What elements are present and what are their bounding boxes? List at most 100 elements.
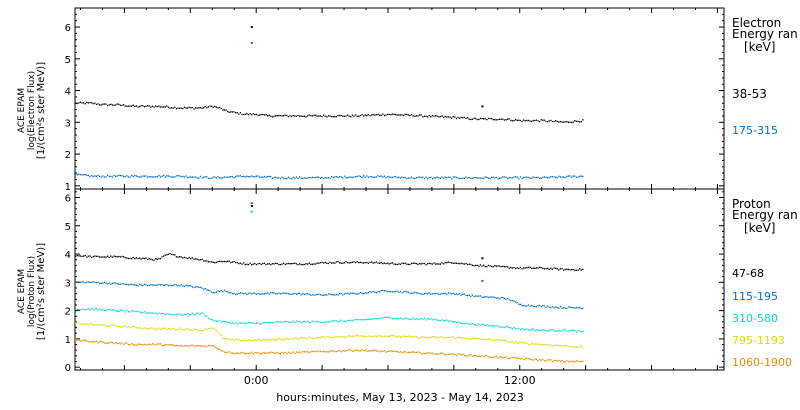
data-point: [319, 294, 322, 296]
data-point: [129, 344, 131, 346]
data-point: [382, 317, 384, 319]
data-point: [371, 350, 373, 352]
data-point: [467, 294, 469, 297]
data-point: [163, 313, 165, 315]
data-point: [151, 312, 154, 314]
data-point: [513, 266, 515, 269]
data-point: [142, 175, 144, 177]
data-point: [548, 177, 550, 179]
data-point: [401, 176, 403, 178]
data-point: [174, 345, 176, 347]
data-point: [567, 121, 570, 123]
data-point: [457, 321, 459, 323]
data-point: [227, 321, 229, 324]
data-point: [163, 344, 165, 347]
data-point: [439, 263, 442, 265]
data-point: [503, 356, 506, 358]
data-point: [487, 356, 490, 358]
data-point: [548, 344, 550, 346]
data-point: [246, 353, 248, 355]
data-point: [481, 105, 484, 108]
data-point: [497, 357, 499, 359]
data-point: [497, 326, 499, 328]
data-point: [403, 291, 405, 293]
data-point: [371, 261, 373, 263]
data-point: [295, 176, 298, 178]
data-point: [580, 121, 582, 123]
data-point: [140, 343, 142, 346]
data-point: [87, 174, 90, 177]
data-point: [311, 350, 314, 353]
data-point: [375, 350, 378, 352]
data-point: [430, 318, 432, 320]
data-point: [198, 177, 200, 179]
data-point: [235, 293, 237, 295]
data-point: [571, 330, 573, 332]
data-point: [303, 177, 306, 179]
data-point: [503, 339, 506, 341]
data-point: [351, 320, 354, 322]
data-point: [294, 177, 296, 179]
data-point: [225, 176, 227, 178]
data-point: [441, 115, 443, 117]
data-point: [483, 356, 485, 358]
data-point: [183, 313, 186, 315]
data-point: [398, 263, 400, 265]
data-point: [297, 351, 299, 354]
data-point: [259, 176, 261, 178]
data-point: [479, 177, 482, 179]
data-point: [324, 176, 326, 179]
data-point: [126, 283, 128, 286]
data-point: [153, 328, 155, 330]
data-point: [582, 360, 584, 362]
data-point: [321, 322, 323, 324]
data-point: [481, 355, 483, 357]
data-point: [257, 175, 259, 177]
data-point: [428, 337, 430, 339]
data-point: [487, 338, 490, 340]
data-point: [511, 340, 514, 343]
data-point: [569, 121, 571, 123]
data-point: [182, 345, 184, 347]
data-point: [268, 351, 270, 354]
data-point: [443, 320, 445, 322]
data-point: [377, 262, 379, 264]
data-point: [132, 344, 134, 346]
data-point: [532, 343, 534, 345]
data-point: [75, 255, 77, 257]
data-point: [355, 349, 357, 351]
data-point: [499, 356, 501, 358]
data-point: [374, 176, 376, 178]
data-point: [491, 117, 493, 120]
data-point: [327, 336, 330, 338]
data-point: [307, 320, 309, 322]
data-point: [147, 328, 149, 330]
data-point: [463, 354, 466, 357]
data-point: [139, 176, 141, 178]
data-point: [399, 317, 402, 319]
data-point: [196, 312, 198, 314]
data-point: [207, 261, 210, 263]
data-point: [139, 343, 141, 345]
data-point: [580, 345, 582, 347]
data-point: [531, 328, 533, 330]
data-point: [111, 176, 114, 178]
data-point: [217, 348, 219, 350]
data-point: [148, 343, 150, 345]
data-point: [351, 350, 354, 352]
data-point: [211, 177, 213, 179]
data-point: [395, 263, 397, 265]
data-point: [319, 321, 322, 323]
data-point: [284, 351, 286, 354]
data-point: [129, 311, 131, 313]
data-point: [195, 286, 197, 288]
data-point: [484, 266, 486, 268]
data-point: [76, 281, 78, 283]
data-point: [375, 176, 378, 178]
data-point: [409, 177, 411, 179]
data-point: [415, 263, 418, 265]
data-point: [531, 267, 533, 270]
data-point: [460, 294, 462, 296]
data-point: [329, 321, 331, 323]
series-175-315: [75, 41, 584, 180]
